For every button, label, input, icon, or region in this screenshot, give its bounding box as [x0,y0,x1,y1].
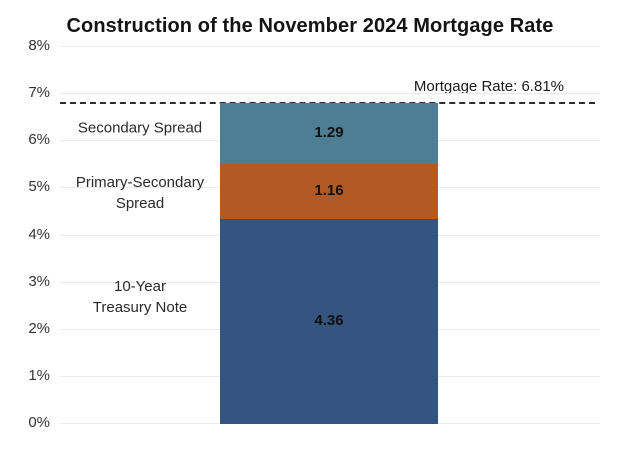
y-tick-label-4%: 4% [28,225,50,243]
y-tick-label-1%: 1% [28,366,50,384]
segment-value-label: 1.29 [314,124,344,142]
mortgage-rate-line [60,102,595,105]
y-tick-label-7%: 7% [28,84,50,102]
gridline-7% [60,93,600,95]
bar-segment-primary-secondary-spread [220,163,438,219]
y-tick-label-5%: 5% [28,178,50,196]
plot-area: Mortgage Rate: 6.81% 0% 1% 2% 3% 4% 5% 6% 7% 8% 4… [28,37,600,431]
y-tick-label-6%: 6% [28,131,50,149]
bar-segment-secondary-spread [220,103,438,164]
mortgage-rate-annotation: Mortgage Rate: 6.81% [413,78,564,96]
y-tick-label-2%: 2% [28,319,50,337]
gridline-8% [60,46,600,47]
segment-name-label: 10-Year Treasury Note [92,278,188,316]
y-tick-label-8%: 8% [28,37,50,54]
segment-value-label: 1.16 [314,182,344,200]
y-tick-label-3%: 3% [28,272,50,290]
segment-name-label: Primary-Secondary Spread [75,174,205,212]
segment-value-label: 4.36 [314,312,344,330]
bar-segment-10-year-treasury-note [220,218,438,424]
y-tick-label-0%: 0% [28,414,50,431]
chart-title: Construction of the November 2024 Mortga… [66,15,554,37]
segment-name-label: Secondary Spread [77,119,203,137]
